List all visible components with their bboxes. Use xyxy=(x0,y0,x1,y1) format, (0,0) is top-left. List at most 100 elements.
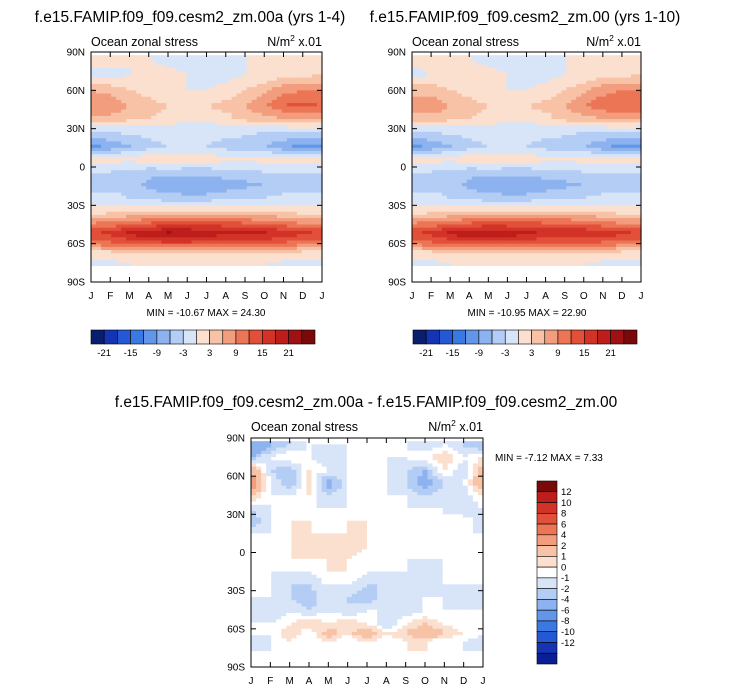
heatmap-cell xyxy=(201,99,208,104)
heatmap-cell xyxy=(116,173,122,178)
heatmap-cell xyxy=(576,141,582,146)
colorbar-label: 21 xyxy=(283,348,294,359)
heatmap-cell xyxy=(256,195,263,200)
heatmap-cell xyxy=(311,262,318,267)
heatmap-cell xyxy=(191,131,198,136)
heatmap-cell xyxy=(276,106,283,111)
heatmap-cell xyxy=(446,103,453,107)
heatmap-cell xyxy=(171,67,177,72)
heatmap-cell xyxy=(101,262,107,267)
heatmap-cell xyxy=(126,135,132,139)
heatmap-cell xyxy=(286,240,293,245)
heatmap-cell xyxy=(416,109,423,114)
heatmap-cell xyxy=(201,52,208,56)
heatmap-cell xyxy=(236,55,243,59)
heatmap-cell xyxy=(241,128,248,133)
heatmap-cell xyxy=(141,259,147,264)
heatmap-cell xyxy=(136,138,142,143)
heatmap-cell xyxy=(231,83,238,88)
heatmap-cell xyxy=(306,160,313,165)
heatmap-cell xyxy=(96,67,102,72)
heatmap-cell xyxy=(416,58,423,63)
heatmap-cell xyxy=(571,144,577,149)
heatmap-cell xyxy=(156,87,162,91)
heatmap-cell xyxy=(561,71,567,75)
heatmap-cell xyxy=(156,250,162,254)
heatmap-cell xyxy=(226,138,233,143)
heatmap-cell xyxy=(231,262,238,267)
heatmap-cell xyxy=(631,93,637,98)
heatmap-cell xyxy=(606,154,612,159)
heatmap-cell xyxy=(111,157,117,162)
heatmap-cell xyxy=(221,147,228,152)
heatmap-cell xyxy=(296,202,303,206)
heatmap-cell xyxy=(581,55,587,59)
heatmap-cell xyxy=(106,230,112,235)
heatmap-cell xyxy=(96,87,102,91)
heatmap-cell xyxy=(131,103,137,107)
heatmap-cell xyxy=(471,131,478,136)
heatmap-cell xyxy=(481,74,488,79)
heatmap-cell xyxy=(206,147,213,152)
heatmap-cell xyxy=(191,151,198,155)
heatmap-cell xyxy=(136,262,142,267)
heatmap-cell xyxy=(271,87,278,91)
heatmap-cell xyxy=(581,135,587,139)
heatmap-cell xyxy=(221,151,228,155)
heatmap-cell xyxy=(121,58,127,63)
heatmap-cell xyxy=(201,80,208,85)
heatmap-cell xyxy=(291,227,298,232)
heatmap-cell xyxy=(456,147,463,152)
heatmap-cell xyxy=(166,131,172,136)
heatmap-cell xyxy=(176,205,182,210)
heatmap-cell xyxy=(116,122,122,127)
heatmap-cell xyxy=(171,99,177,104)
heatmap-cell xyxy=(201,195,208,200)
heatmap-cell xyxy=(161,243,167,248)
heatmap-cell xyxy=(126,266,132,270)
heatmap-cell xyxy=(161,205,167,210)
heatmap-cell xyxy=(186,99,193,104)
heatmap-cell xyxy=(636,71,642,75)
heatmap-cell xyxy=(621,119,627,123)
heatmap-cell xyxy=(161,173,167,178)
heatmap-cell xyxy=(186,138,193,143)
heatmap-cell xyxy=(186,83,193,88)
heatmap-cell xyxy=(471,99,478,104)
heatmap-cell xyxy=(596,80,602,85)
heatmap-cell xyxy=(146,246,152,251)
heatmap-cell xyxy=(276,202,283,206)
heatmap-cell xyxy=(316,208,323,213)
heatmap-cell xyxy=(221,266,228,270)
heatmap-cell xyxy=(101,214,107,219)
heatmap-cell xyxy=(191,173,198,178)
heatmap-cell xyxy=(501,64,508,69)
heatmap-cell xyxy=(276,103,283,107)
heatmap-cell xyxy=(596,99,602,104)
heatmap-cell xyxy=(626,61,632,66)
heatmap-cell xyxy=(221,234,228,238)
heatmap-cell xyxy=(211,144,218,149)
heatmap-cell xyxy=(566,109,572,114)
heatmap-cell xyxy=(106,160,112,165)
heatmap-cell xyxy=(221,163,228,168)
heatmap-cell xyxy=(236,243,243,248)
heatmap-cell xyxy=(511,141,518,146)
heatmap-cell xyxy=(436,144,443,149)
heatmap-cell xyxy=(156,154,162,159)
heatmap-cell xyxy=(276,151,283,155)
heatmap-cell xyxy=(151,74,157,79)
heatmap-cell xyxy=(621,109,627,114)
heatmap-cell xyxy=(206,119,213,123)
heatmap-cell xyxy=(636,64,642,69)
heatmap-cell xyxy=(566,151,572,155)
heatmap-cell xyxy=(121,147,127,152)
heatmap-cell xyxy=(286,256,293,261)
heatmap-cell xyxy=(121,131,127,136)
heatmap-cell xyxy=(181,160,188,165)
heatmap-cell xyxy=(116,138,122,143)
heatmap-cell xyxy=(216,64,223,69)
heatmap-cell xyxy=(181,205,188,210)
heatmap-cell xyxy=(601,52,607,56)
heatmap-cell xyxy=(471,61,478,66)
